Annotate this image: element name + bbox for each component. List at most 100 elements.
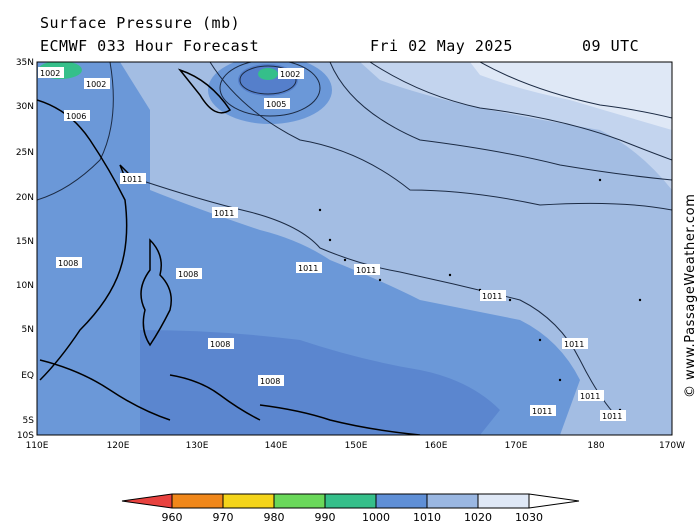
pressure-field-low-tropics (140, 330, 500, 435)
isobar-lines (37, 62, 672, 421)
site-credit: © www.PassageWeather.com (683, 194, 698, 398)
lat-label: 20N (16, 193, 34, 203)
isobar-1020 (369, 62, 672, 161)
svg-text:1011: 1011 (564, 340, 584, 349)
svg-text:1008: 1008 (260, 377, 280, 386)
isobar-label: 1011 (562, 338, 588, 349)
coast-philippines (140, 238, 172, 347)
isobar-label: 1011 (600, 410, 626, 421)
isobar-label: 1002 (38, 67, 64, 78)
site-url: www.PassageWeather.com (683, 194, 698, 380)
isobar-label: 1011 (530, 405, 556, 416)
lon-label: 150E (345, 441, 368, 451)
isobar-label: 1008 (56, 257, 82, 268)
coast-borneo (39, 359, 171, 421)
colorbar-swatch (478, 494, 529, 508)
lon-label: 120E (107, 441, 130, 451)
isobar-label: 1011 (120, 173, 146, 184)
coastlines (37, 68, 421, 435)
longitude-axis: 110E 120E 130E 140E 150E 160E 170E 180 1… (26, 441, 686, 451)
colorbar-swatch (122, 494, 172, 508)
lat-label: 10S (17, 431, 34, 441)
lon-label: 110E (26, 441, 49, 451)
forecast-date: Fri 02 May 2025 (370, 37, 513, 55)
svg-text:1002: 1002 (40, 69, 60, 78)
colorbar-tick: 970 (213, 511, 234, 524)
pressure-field-1020 (470, 62, 672, 130)
isobar-label: 1006 (64, 110, 90, 121)
isobar-1023 (479, 62, 672, 119)
map-frame (36, 61, 673, 436)
lat-label: 35N (16, 58, 34, 68)
lat-label: EQ (21, 371, 34, 381)
colorbar-tick: 960 (162, 511, 183, 524)
colorbar: 960 970 980 990 1000 1010 1020 1030 (121, 493, 580, 524)
isobar-label: 1002 (278, 68, 304, 79)
svg-text:1002: 1002 (86, 80, 106, 89)
forecast-model: ECMWF 033 Hour Forecast (40, 37, 260, 55)
colorbar-swatch (223, 494, 274, 508)
colorbar-swatch (274, 494, 325, 508)
svg-text:1005: 1005 (266, 100, 286, 109)
colorbar-tick: 1030 (515, 511, 543, 524)
isobar-label: 1011 (212, 207, 238, 218)
svg-text:1011: 1011 (580, 392, 600, 401)
lon-label: 160E (425, 441, 448, 451)
lat-label: 25N (16, 148, 34, 158)
isobar-1002 (239, 65, 297, 95)
isobar-label: 1008 (258, 375, 284, 386)
isobar-1017 (329, 62, 672, 181)
colorbar-swatch (325, 494, 376, 508)
svg-text:1011: 1011 (214, 209, 234, 218)
copyright-symbol: © (683, 385, 698, 398)
lat-label: 30N (16, 102, 34, 112)
isobar-label: 1005 (264, 98, 290, 109)
svg-text:1011: 1011 (356, 266, 376, 275)
colorbar-tick: 1000 (362, 511, 390, 524)
lat-label: 5N (22, 325, 34, 335)
coast-asia (37, 99, 128, 381)
isobar-1008-west (37, 62, 114, 201)
colorbar-swatch (529, 494, 579, 508)
svg-text:1011: 1011 (122, 175, 142, 184)
svg-text:1006: 1006 (66, 112, 86, 121)
isobar-label: 1011 (480, 290, 506, 301)
colorbar-swatch (427, 494, 478, 508)
svg-text:1011: 1011 (482, 292, 502, 301)
isobar-label: 1002 (84, 78, 110, 89)
svg-text:1008: 1008 (210, 340, 230, 349)
lat-label: 10N (16, 281, 34, 291)
latitude-axis: 35N 30N 25N 20N 15N 10N 5N EQ 5S 10S (16, 58, 34, 441)
isobar-label: 1008 (208, 338, 234, 349)
colorbar-tick: 990 (315, 511, 336, 524)
colorbar-tick: 980 (264, 511, 285, 524)
colorbar-tick: 1020 (464, 511, 492, 524)
forecast-time: 09 UTC (582, 37, 640, 55)
map-field: 1011 1011 1011 1011 1011 1008 1008 1008 … (37, 62, 672, 435)
islands (318, 178, 642, 412)
svg-text:1002: 1002 (280, 70, 300, 79)
isobar-label: 1011 (354, 264, 380, 275)
lat-label: 15N (16, 237, 34, 247)
colorbar-swatch (172, 494, 223, 508)
coast-japan (177, 68, 232, 114)
lon-label: 170E (505, 441, 528, 451)
colorbar-swatch (376, 494, 427, 508)
lon-label: 130E (186, 441, 209, 451)
isobar-1005 (219, 62, 321, 117)
coast-sulawesi (169, 374, 261, 421)
isobar-label: 1008 (176, 268, 202, 279)
lat-label: 5S (23, 416, 35, 426)
pressure-field-1000 (258, 68, 278, 80)
isobar-label: 1011 (296, 262, 322, 273)
svg-text:1011: 1011 (532, 407, 552, 416)
svg-text:1011: 1011 (298, 264, 318, 273)
lon-label: 180 (587, 441, 604, 451)
isobar-1014 (209, 62, 672, 211)
lon-label: 170W (659, 441, 685, 451)
isobar-1011 (139, 179, 621, 421)
svg-text:1008: 1008 (178, 270, 198, 279)
isobar-labels: 1011 1011 1011 1011 1011 1008 1008 1008 … (38, 67, 626, 421)
svg-text:1008: 1008 (58, 259, 78, 268)
